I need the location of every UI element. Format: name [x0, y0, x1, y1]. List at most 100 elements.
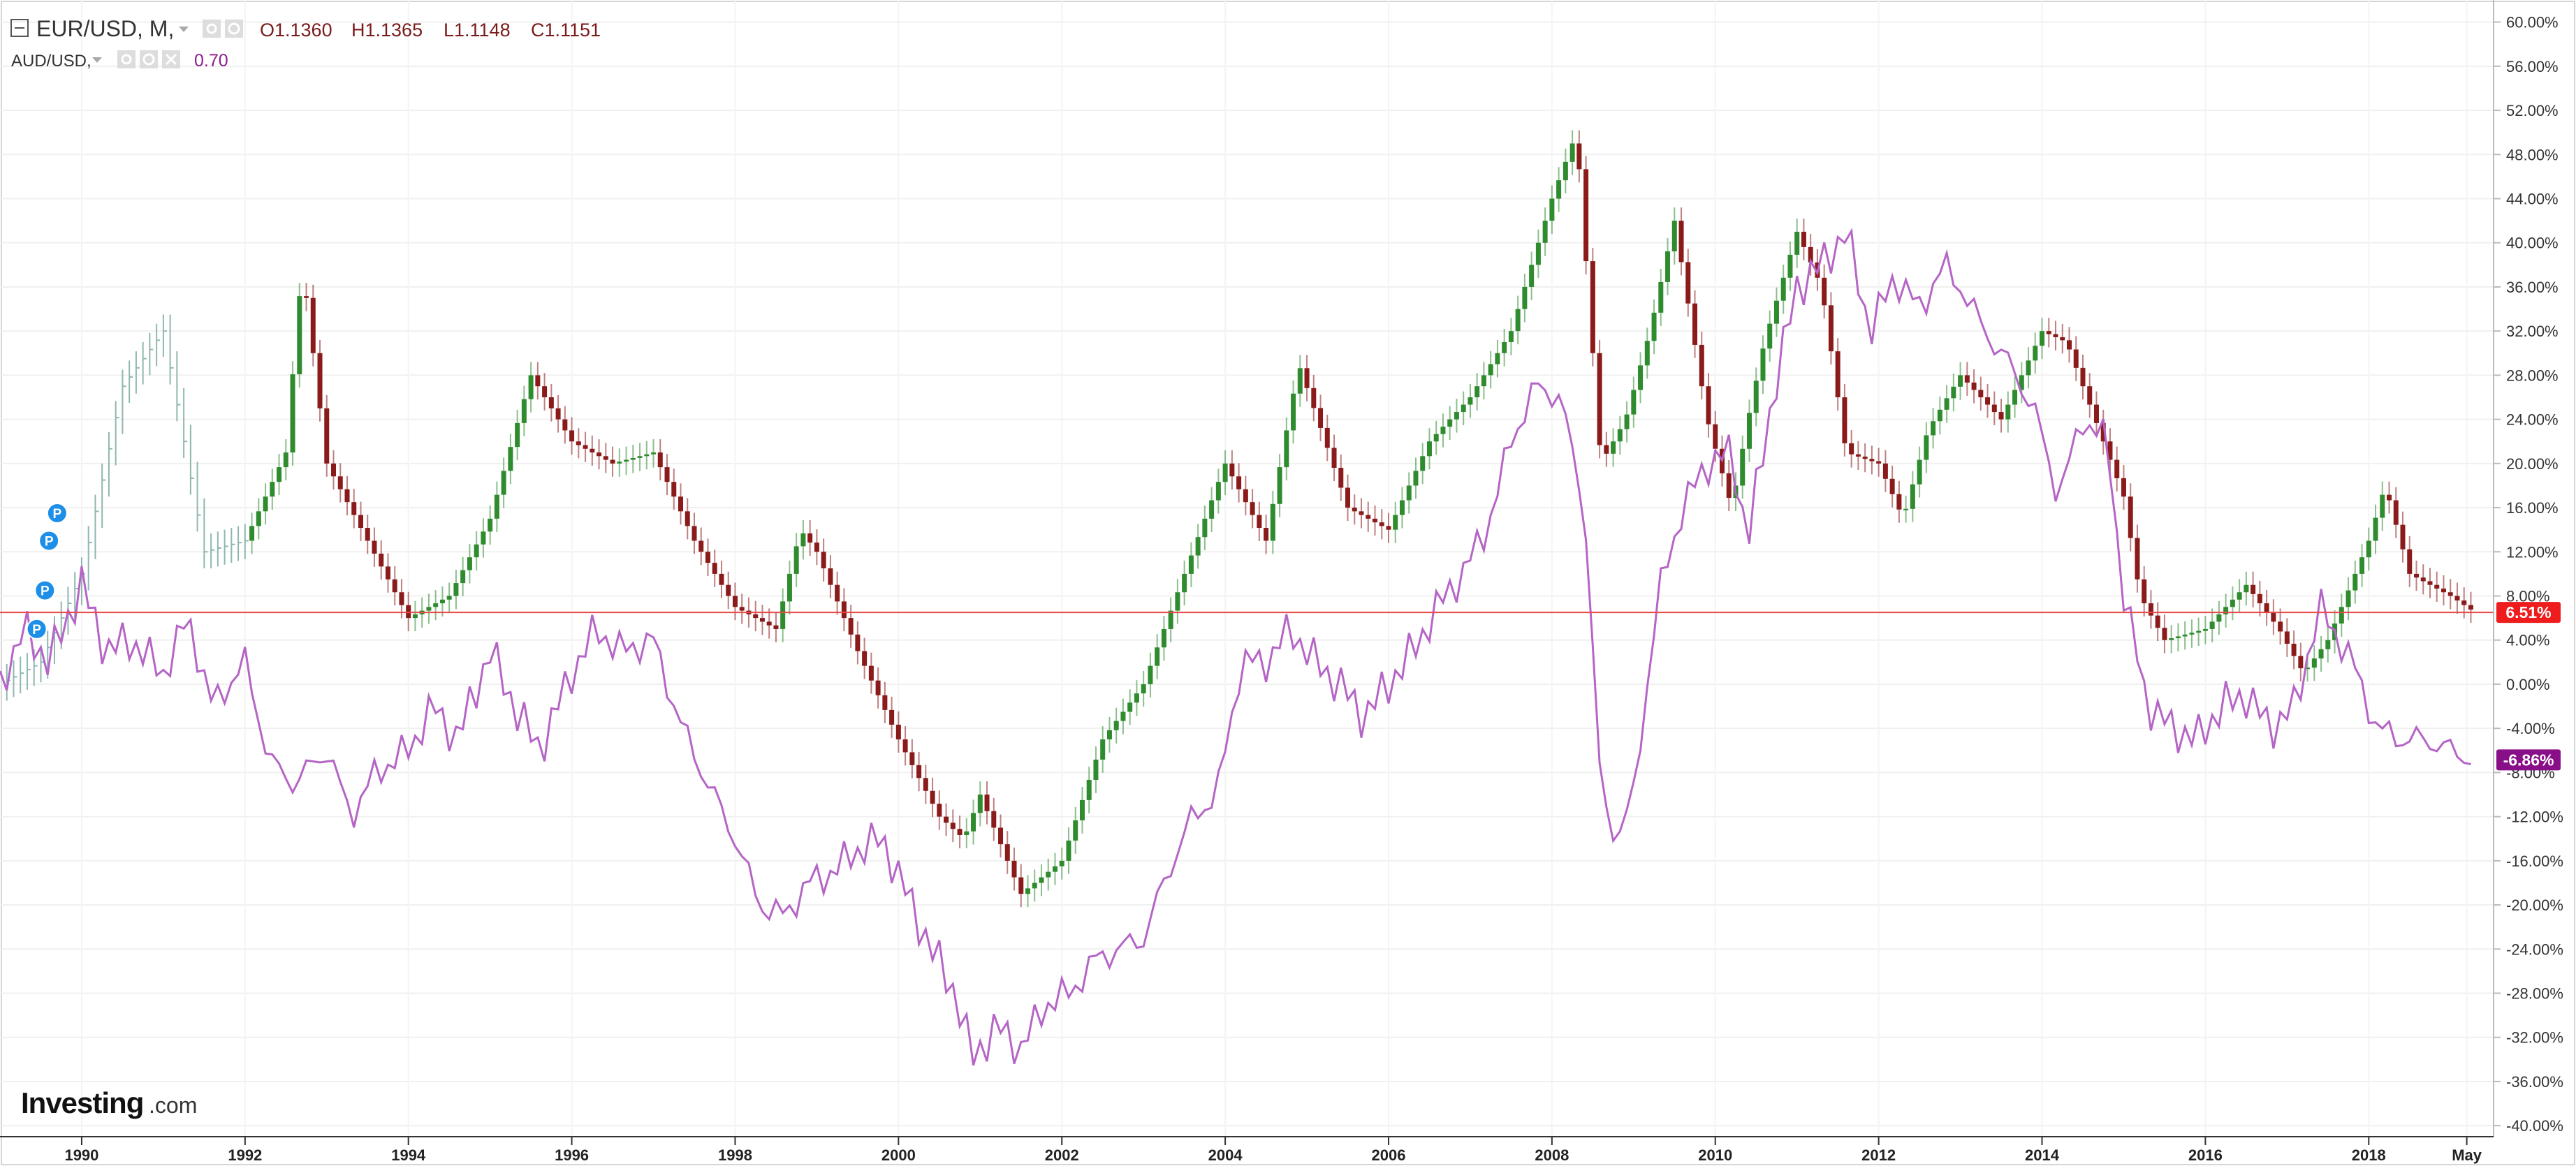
- settings-icon[interactable]: [225, 20, 243, 38]
- x-tick-label: 2004: [1208, 1146, 1243, 1164]
- candle-up: [971, 813, 976, 832]
- candle-down: [590, 448, 595, 453]
- marker-p-icon[interactable]: P: [46, 502, 68, 524]
- candle-up: [2175, 636, 2181, 639]
- candle-up: [1188, 555, 1194, 574]
- candle-down: [2060, 337, 2065, 341]
- candle-up: [1773, 300, 1779, 324]
- candle-down: [610, 459, 615, 464]
- candle-down: [732, 596, 738, 607]
- eye-icon[interactable]: [117, 50, 136, 68]
- candle-down: [2440, 588, 2446, 593]
- candle-down: [1849, 443, 1854, 455]
- candle-down: [1318, 408, 1324, 428]
- candle-up: [1079, 799, 1085, 820]
- candle-up: [800, 533, 806, 547]
- candle-down: [603, 456, 608, 460]
- candle-up: [1549, 198, 1555, 221]
- marker-p-icon[interactable]: P: [38, 530, 60, 552]
- marker-p-icon[interactable]: P: [26, 618, 47, 640]
- candle-down: [372, 540, 377, 554]
- candle-up: [1917, 459, 1922, 485]
- x-tick-label: 2006: [1372, 1146, 1406, 1164]
- candle-down: [2420, 577, 2426, 582]
- candle-up: [1644, 341, 1650, 366]
- candle-up: [460, 570, 466, 584]
- candle-up: [1134, 693, 1139, 703]
- candle-up: [2352, 573, 2358, 591]
- candle-down: [542, 386, 548, 398]
- legend-low: L1.1148: [444, 20, 511, 40]
- candle-up: [256, 511, 261, 526]
- candle-down: [2278, 621, 2283, 632]
- candle-down: [2413, 573, 2419, 578]
- candle-down: [1801, 231, 1806, 247]
- candle-up: [1032, 883, 1037, 889]
- candle-down: [562, 419, 568, 431]
- x-tick-label: 1992: [228, 1146, 262, 1164]
- x-tick-label: 1996: [555, 1146, 589, 1164]
- settings-icon[interactable]: [140, 50, 158, 68]
- candle-up: [651, 452, 657, 455]
- candle-down: [1257, 515, 1262, 529]
- y-tick-label: 4.00%: [2506, 632, 2549, 649]
- candle-down: [916, 765, 922, 778]
- candle-down: [882, 695, 888, 710]
- x-tick-label: 2002: [1045, 1146, 1079, 1164]
- candle-up: [1073, 820, 1078, 841]
- candle-down: [1985, 397, 1991, 405]
- candle-down: [814, 543, 819, 552]
- candle-down: [399, 592, 404, 605]
- candle-down: [1304, 368, 1310, 388]
- candle-up: [617, 462, 622, 464]
- aud-usd-line: [0, 228, 2471, 1066]
- candle-up: [249, 526, 255, 541]
- candle-down: [2073, 349, 2079, 368]
- legend-compare: AUD/USD, 0.70: [11, 50, 228, 71]
- candle-down: [855, 634, 861, 651]
- candle-up: [2311, 658, 2317, 668]
- candle-up: [1168, 610, 1173, 629]
- candle-down: [304, 296, 309, 298]
- candle-up: [1066, 840, 1071, 861]
- candle-up: [426, 607, 432, 611]
- eye-icon-pupil: [206, 23, 217, 34]
- candle-up: [2216, 614, 2222, 622]
- candle-down: [2135, 538, 2140, 580]
- candle-up: [1617, 429, 1623, 442]
- last-value-tags: 6.51% -6.86%: [2496, 602, 2561, 771]
- candle-up: [1209, 500, 1215, 519]
- marker-p-letter: P: [41, 584, 50, 599]
- candle-down: [2468, 605, 2473, 610]
- y-tick-label: 32.00%: [2506, 323, 2559, 340]
- main-symbol-label[interactable]: EUR/USD, M,: [36, 16, 174, 41]
- candle-down: [1236, 476, 1242, 489]
- candle-up: [1413, 471, 1419, 486]
- candle-down: [1004, 844, 1010, 861]
- dropdown-arrow-icon[interactable]: [92, 57, 102, 63]
- candle-down: [998, 827, 1004, 845]
- eye-icon[interactable]: [203, 20, 221, 38]
- candle-down: [1706, 386, 1711, 425]
- candle-down: [2155, 615, 2160, 628]
- x-tick-label: 2016: [2188, 1146, 2223, 1164]
- investing-logo[interactable]: Investing .com: [21, 1086, 197, 1119]
- candle-down: [583, 445, 588, 449]
- marker-p-icon[interactable]: P: [34, 580, 56, 601]
- candle-down: [1882, 463, 1888, 479]
- compare-symbol-label[interactable]: AUD/USD,: [11, 52, 92, 71]
- collapse-icon[interactable]: [10, 19, 29, 37]
- candle-up: [2026, 360, 2031, 376]
- dropdown-arrow-icon[interactable]: [179, 27, 189, 32]
- candle-down: [1243, 489, 1248, 503]
- candle-down: [2053, 334, 2058, 337]
- x-tick-label: 2008: [1535, 1146, 1569, 1164]
- candle-up: [290, 374, 295, 453]
- candle-up: [1556, 180, 1562, 199]
- candle-up: [1651, 312, 1657, 341]
- y-tick-label: 48.00%: [2506, 146, 2559, 163]
- candle-up: [1937, 409, 1942, 422]
- candle-down: [2142, 579, 2147, 604]
